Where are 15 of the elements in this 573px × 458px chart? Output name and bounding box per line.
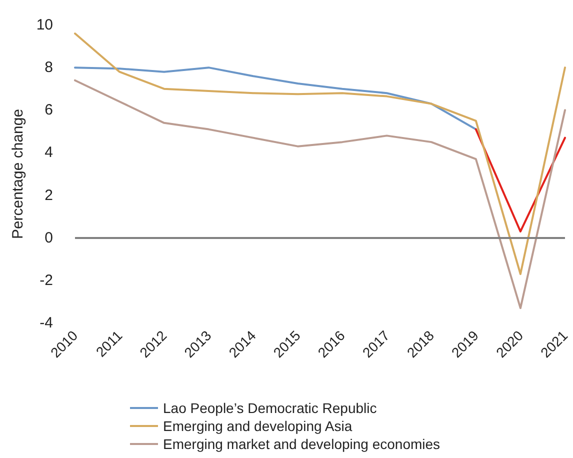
legend-label: Emerging and developing Asia bbox=[163, 418, 352, 434]
y-tick-label: -2 bbox=[40, 272, 53, 289]
y-axis-title: Percentage change bbox=[9, 108, 26, 240]
y-tick-label: 10 bbox=[36, 16, 53, 34]
line-series bbox=[74, 32, 566, 276]
y-tick-label: 6 bbox=[44, 102, 53, 119]
line-series bbox=[74, 66, 477, 130]
legend-label: Lao People’s Democratic Republic bbox=[163, 400, 377, 416]
y-tick-label: 4 bbox=[44, 144, 53, 162]
y-tick-label: 8 bbox=[44, 59, 53, 76]
y-tick-label: -4 bbox=[40, 314, 53, 332]
y-tick-label: 2 bbox=[44, 186, 53, 204]
y-tick-label: 0 bbox=[44, 229, 53, 246]
line-series bbox=[74, 79, 566, 310]
legend-label: Emerging market and developing economies bbox=[163, 436, 440, 452]
